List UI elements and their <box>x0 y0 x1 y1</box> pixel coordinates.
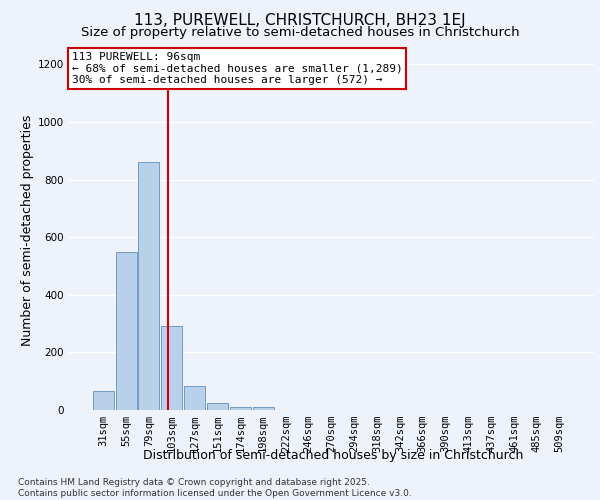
Bar <box>184 386 205 410</box>
Text: 113 PUREWELL: 96sqm
← 68% of semi-detached houses are smaller (1,289)
30% of sem: 113 PUREWELL: 96sqm ← 68% of semi-detach… <box>71 52 403 85</box>
Y-axis label: Number of semi-detached properties: Number of semi-detached properties <box>21 114 34 346</box>
Bar <box>161 326 182 410</box>
Text: Contains HM Land Registry data © Crown copyright and database right 2025.
Contai: Contains HM Land Registry data © Crown c… <box>18 478 412 498</box>
Text: Distribution of semi-detached houses by size in Christchurch: Distribution of semi-detached houses by … <box>143 448 523 462</box>
Bar <box>230 406 251 410</box>
Text: 113, PUREWELL, CHRISTCHURCH, BH23 1EJ: 113, PUREWELL, CHRISTCHURCH, BH23 1EJ <box>134 12 466 28</box>
Bar <box>93 392 114 410</box>
Bar <box>116 252 137 410</box>
Text: Size of property relative to semi-detached houses in Christchurch: Size of property relative to semi-detach… <box>80 26 520 39</box>
Bar <box>207 403 228 410</box>
Bar <box>139 162 160 410</box>
Bar <box>253 407 274 410</box>
